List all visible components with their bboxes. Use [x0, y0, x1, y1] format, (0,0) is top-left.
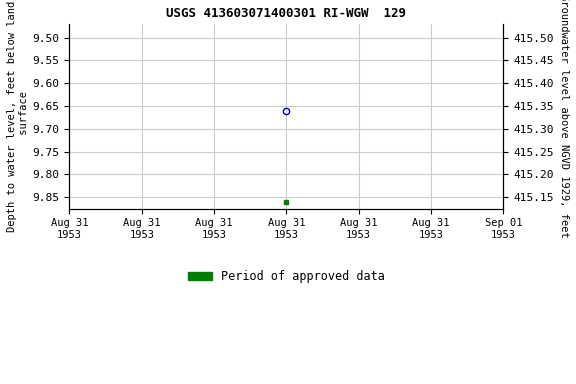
Y-axis label: Depth to water level, feet below land
 surface: Depth to water level, feet below land su…	[7, 1, 29, 232]
Legend: Period of approved data: Period of approved data	[183, 265, 389, 288]
Y-axis label: Groundwater level above NGVD 1929, feet: Groundwater level above NGVD 1929, feet	[559, 0, 569, 238]
Title: USGS 413603071400301 RI-WGW  129: USGS 413603071400301 RI-WGW 129	[166, 7, 406, 20]
